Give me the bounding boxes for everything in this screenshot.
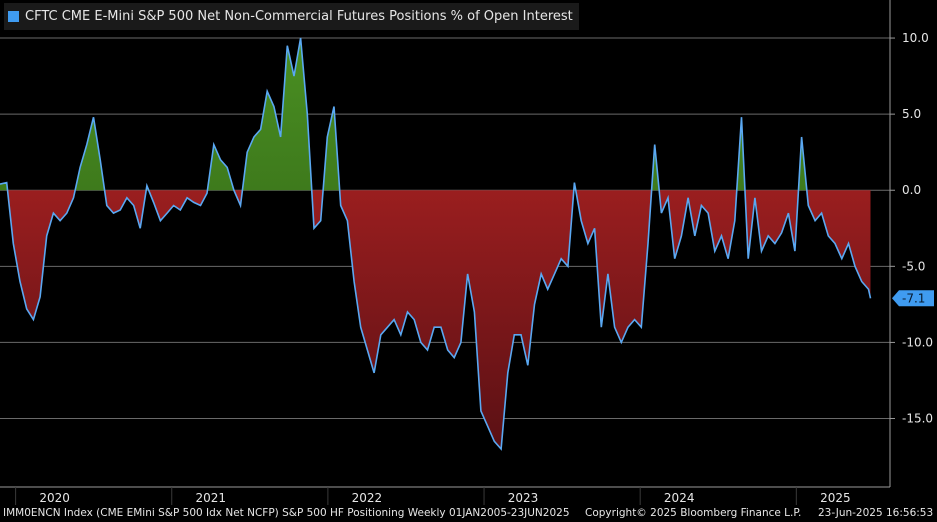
footer-security-info: IMM0ENCN Index (CME EMini S&P 500 Idx Ne… bbox=[3, 507, 570, 519]
x-tick-label: 2020 bbox=[39, 491, 70, 505]
x-tick-label: 2022 bbox=[352, 491, 383, 505]
positive-area bbox=[0, 38, 871, 191]
y-tick-label: -5.0 bbox=[902, 259, 925, 273]
x-tick-label: 2025 bbox=[820, 491, 851, 505]
footer-copyright: Copyright© 2025 Bloomberg Finance L.P. bbox=[585, 507, 802, 519]
last-value-marker: -7.1 bbox=[892, 290, 934, 307]
y-tick-label: -10.0 bbox=[902, 335, 933, 349]
y-axis: 10.0 5.0 0.0 -5.0 -10.0 -15.0 bbox=[890, 31, 933, 426]
last-value-label: -7.1 bbox=[902, 291, 925, 305]
y-tick-label: 5.0 bbox=[902, 107, 921, 121]
footer: IMM0ENCN Index (CME EMini S&P 500 Idx Ne… bbox=[0, 505, 937, 522]
x-tick-label: 2021 bbox=[196, 491, 227, 505]
legend: CFTC CME E-Mini S&P 500 Net Non-Commerci… bbox=[4, 3, 579, 30]
y-tick-label: 0.0 bbox=[902, 183, 921, 197]
footer-timestamp: 23-Jun-2025 16:56:53 bbox=[818, 507, 934, 519]
x-tick-label: 2024 bbox=[664, 491, 695, 505]
series-line bbox=[0, 37, 872, 451]
y-tick-label: -15.0 bbox=[902, 412, 933, 426]
negative-area bbox=[0, 190, 871, 449]
last-value-tag bbox=[892, 290, 934, 307]
x-axis: 2020 2021 2022 2023 2024 2025 bbox=[15, 487, 851, 505]
y-tick-label: 10.0 bbox=[902, 31, 929, 45]
x-tick-label: 2023 bbox=[508, 491, 539, 505]
area-fills bbox=[0, 38, 871, 449]
legend-swatch bbox=[8, 11, 19, 22]
legend-label: CFTC CME E-Mini S&P 500 Net Non-Commerci… bbox=[25, 9, 573, 24]
